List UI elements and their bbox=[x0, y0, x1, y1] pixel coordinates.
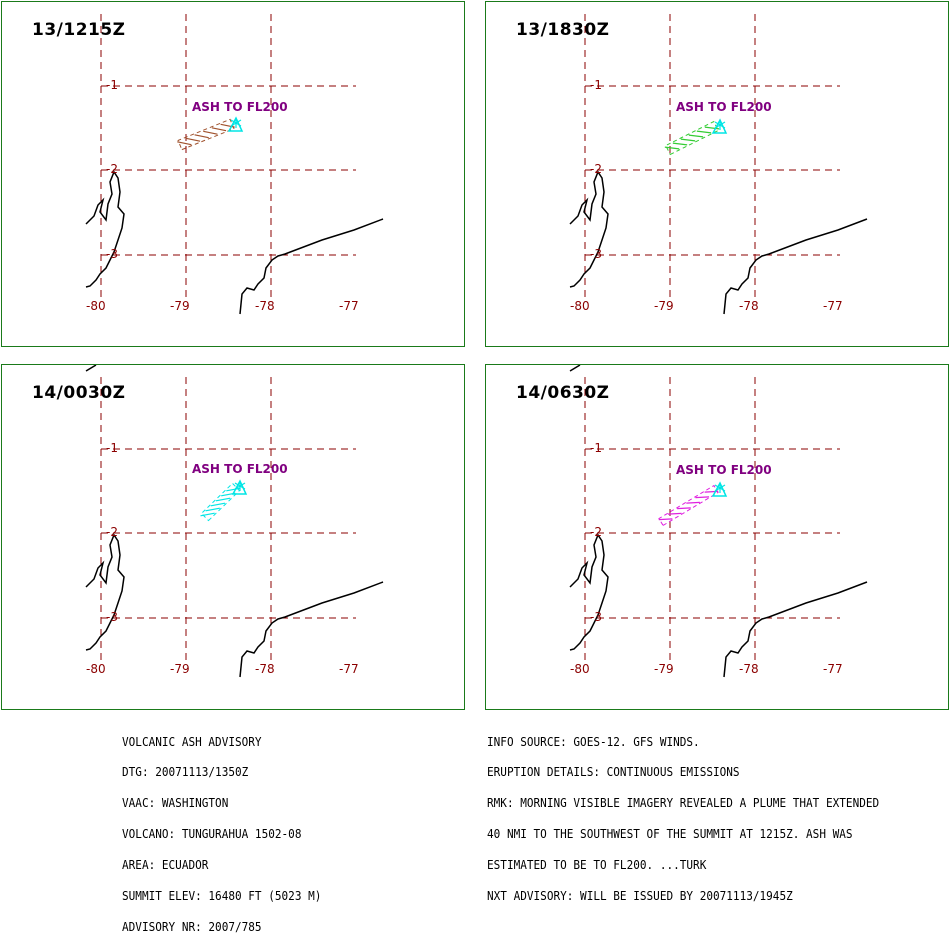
advisory-line: DTG: 20071113/1350Z bbox=[122, 765, 249, 780]
lon-label: -80 bbox=[86, 662, 106, 676]
advisory-line: VOLCANO: TUNGURAHUA 1502-08 bbox=[122, 827, 302, 842]
ash-plume-hatch bbox=[658, 518, 673, 521]
ash-plume-hatch bbox=[211, 127, 227, 132]
lon-label: -77 bbox=[823, 662, 843, 676]
coastline bbox=[85, 170, 125, 288]
advisory-line: 40 NMI TO THE SOUTHWEST OF THE SUMMIT AT… bbox=[487, 827, 853, 842]
ash-plume-hatch bbox=[686, 501, 700, 504]
advisory-line: INFO SOURCE: GOES-12. GFS WINDS. bbox=[487, 734, 700, 749]
advisory-line: ESTIMATED TO BE TO FL200. ...TURK bbox=[487, 858, 707, 873]
lon-label: -79 bbox=[654, 662, 674, 676]
lat-label: -1 bbox=[590, 441, 602, 455]
ash-plume-hatch bbox=[677, 507, 691, 510]
ash-plume-hatch bbox=[203, 130, 218, 135]
lon-label: -80 bbox=[86, 299, 106, 313]
ash-plume-outline bbox=[665, 120, 719, 156]
coastline bbox=[569, 170, 609, 288]
lat-label: -3 bbox=[590, 610, 602, 624]
lat-label: -2 bbox=[106, 162, 118, 176]
ash-plume-hatch bbox=[185, 137, 201, 142]
advisory-line: ADVISORY NR: 2007/785 bbox=[122, 919, 262, 934]
ash-plume-hatch bbox=[696, 130, 712, 134]
ash-plume-hatch bbox=[680, 138, 696, 142]
lon-label: -79 bbox=[170, 299, 190, 313]
advisory-line: VOLCANIC ASH ADVISORY bbox=[122, 734, 262, 749]
ash-plume-hatch bbox=[215, 497, 231, 502]
lon-label: -77 bbox=[339, 662, 359, 676]
lon-label: -79 bbox=[654, 299, 674, 313]
lon-label: -77 bbox=[339, 299, 359, 313]
ash-plume-hatch bbox=[704, 126, 720, 130]
ash-plume-hatch bbox=[226, 487, 241, 492]
ash-plume-hatch bbox=[177, 141, 192, 146]
panel-time: 14/0030Z bbox=[32, 383, 126, 403]
ash-plume-hatch bbox=[695, 496, 710, 499]
volcano-star-icon bbox=[230, 118, 242, 128]
volcano-star-icon bbox=[234, 481, 246, 491]
panel-time: 14/0630Z bbox=[516, 383, 610, 403]
ash-plume-hatch bbox=[200, 512, 215, 517]
ash-plume-outline bbox=[177, 118, 235, 151]
map-panel-3: 14/0030Z ASH TO FL200 -1 -2 -3 -80 -79 -… bbox=[1, 364, 465, 710]
advisory-line: RMK: MORNING VISIBLE IMAGERY REVEALED A … bbox=[487, 796, 880, 811]
lat-label: -1 bbox=[106, 441, 118, 455]
volcano-star-icon bbox=[714, 120, 726, 130]
panel-time: 13/1215Z bbox=[32, 20, 126, 40]
panel-time: 13/1830Z bbox=[516, 20, 610, 40]
map-2 bbox=[569, 14, 868, 315]
ash-plume-hatch bbox=[205, 507, 220, 512]
ash-plume-hatch bbox=[220, 123, 235, 128]
ash-label: ASH TO FL200 bbox=[192, 100, 288, 114]
lat-label: -1 bbox=[590, 78, 602, 92]
ash-plume-hatch bbox=[672, 142, 688, 146]
coastline-fragment bbox=[569, 365, 581, 372]
lon-label: -80 bbox=[570, 662, 590, 676]
coastline bbox=[85, 533, 125, 651]
country-border bbox=[239, 218, 384, 315]
advisory-left: VOLCANIC ASH ADVISORY DTG: 20071113/1350… bbox=[122, 716, 321, 943]
lon-label: -79 bbox=[170, 662, 190, 676]
map-panel-2: 13/1830Z ASH TO FL200 -1 -2 -3 -80 -79 -… bbox=[485, 1, 949, 347]
ash-plume-hatch bbox=[210, 502, 226, 507]
lon-label: -78 bbox=[739, 662, 759, 676]
ash-plume-hatch bbox=[194, 134, 209, 139]
ash-plume-hatch bbox=[667, 512, 682, 515]
advisory-line: NXT ADVISORY: WILL BE ISSUED BY 20071113… bbox=[487, 889, 793, 904]
ash-plume-hatch bbox=[688, 134, 704, 138]
country-border bbox=[723, 581, 868, 678]
ash-label: ASH TO FL200 bbox=[676, 100, 772, 114]
country-border bbox=[723, 218, 868, 315]
lat-label: -3 bbox=[106, 610, 118, 624]
advisory-line: SUMMIT ELEV: 16480 FT (5023 M) bbox=[122, 889, 322, 904]
ash-label: ASH TO FL200 bbox=[676, 463, 772, 477]
map-4 bbox=[569, 365, 868, 678]
map-panel-4: 14/0630Z ASH TO FL200 -1 -2 -3 -80 -79 -… bbox=[485, 364, 949, 710]
coastline bbox=[569, 533, 609, 651]
ash-label: ASH TO FL200 bbox=[192, 462, 288, 476]
lat-label: -3 bbox=[590, 247, 602, 261]
advisory-line: ERUPTION DETAILS: CONTINUOUS EMISSIONS bbox=[487, 765, 740, 780]
advisory-line: VAAC: WASHINGTON bbox=[122, 796, 229, 811]
lat-label: -3 bbox=[106, 247, 118, 261]
coastline-fragment bbox=[85, 365, 97, 372]
lat-label: -2 bbox=[590, 162, 602, 176]
lat-label: -1 bbox=[106, 78, 118, 92]
advisory-right: INFO SOURCE: GOES-12. GFS WINDS. ERUPTIO… bbox=[487, 716, 879, 912]
lat-label: -2 bbox=[590, 525, 602, 539]
map-3 bbox=[85, 365, 384, 678]
lon-label: -77 bbox=[823, 299, 843, 313]
ash-plume-outline bbox=[658, 484, 719, 527]
lon-label: -78 bbox=[255, 299, 275, 313]
map-1 bbox=[85, 14, 384, 315]
country-border bbox=[239, 581, 384, 678]
lat-label: -2 bbox=[106, 525, 118, 539]
ash-plume-outline bbox=[200, 482, 241, 522]
lon-label: -78 bbox=[739, 299, 759, 313]
ash-plume-hatch bbox=[664, 146, 680, 150]
lon-label: -80 bbox=[570, 299, 590, 313]
advisory-line: AREA: ECUADOR bbox=[122, 858, 209, 873]
map-panel-1: 13/1215Z ASH TO FL200 -1 -2 -3 -80 -79 -… bbox=[1, 1, 465, 347]
volcano-star-icon bbox=[714, 483, 726, 493]
lon-label: -78 bbox=[255, 662, 275, 676]
